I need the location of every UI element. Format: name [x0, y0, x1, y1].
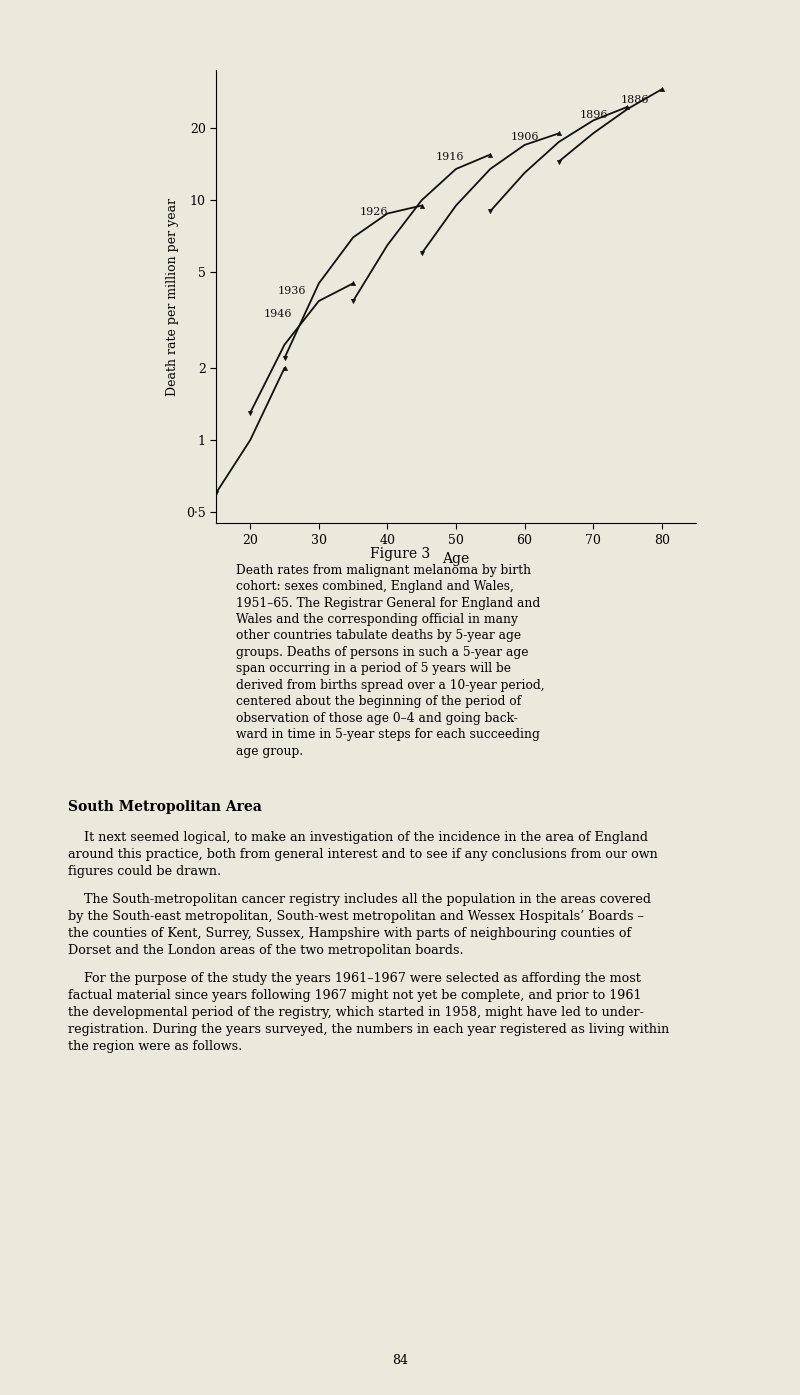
- Text: 84: 84: [392, 1355, 408, 1367]
- Text: observation of those age 0–4 and going back-: observation of those age 0–4 and going b…: [236, 711, 518, 725]
- Text: the region were as follows.: the region were as follows.: [68, 1041, 242, 1053]
- Text: 1906: 1906: [511, 133, 539, 142]
- Text: 1951–65. The Registrar General for England and: 1951–65. The Registrar General for Engla…: [236, 597, 540, 610]
- Text: centered about the beginning of the period of: centered about the beginning of the peri…: [236, 695, 521, 709]
- Text: 1946: 1946: [264, 308, 293, 319]
- Text: South Metropolitan Area: South Metropolitan Area: [68, 801, 262, 815]
- Text: For the purpose of the study the years 1961–1967 were selected as affording the : For the purpose of the study the years 1…: [68, 972, 641, 985]
- Text: groups. Deaths of persons in such a 5-year age: groups. Deaths of persons in such a 5-ye…: [236, 646, 529, 658]
- Text: ward in time in 5-year steps for each succeeding: ward in time in 5-year steps for each su…: [236, 728, 540, 741]
- Text: the counties of Kent, Surrey, Sussex, Hampshire with parts of neighbouring count: the counties of Kent, Surrey, Sussex, Ha…: [68, 928, 631, 940]
- Text: 1916: 1916: [435, 152, 464, 162]
- Text: It next seemed logical, to make an investigation of the incidence in the area of: It next seemed logical, to make an inves…: [68, 831, 648, 844]
- Text: by the South-east metropolitan, South-west metropolitan and Wessex Hospitals’ Bo: by the South-east metropolitan, South-we…: [68, 910, 644, 923]
- Text: Death rates from malignant melanoma by birth: Death rates from malignant melanoma by b…: [236, 564, 531, 576]
- Text: other countries tabulate deaths by 5-year age: other countries tabulate deaths by 5-yea…: [236, 629, 521, 643]
- Text: Dorset and the London areas of the two metropolitan boards.: Dorset and the London areas of the two m…: [68, 944, 464, 957]
- Text: Figure 3: Figure 3: [370, 547, 430, 561]
- Text: cohort: sexes combined, England and Wales,: cohort: sexes combined, England and Wale…: [236, 580, 514, 593]
- Text: 1896: 1896: [579, 110, 608, 120]
- Text: figures could be drawn.: figures could be drawn.: [68, 865, 221, 877]
- Text: span occurring in a period of 5 years will be: span occurring in a period of 5 years wi…: [236, 663, 511, 675]
- Text: around this practice, both from general interest and to see if any conclusions f: around this practice, both from general …: [68, 848, 658, 861]
- Text: 1936: 1936: [278, 286, 306, 296]
- Text: The South-metropolitan cancer registry includes all the population in the areas : The South-metropolitan cancer registry i…: [68, 893, 651, 907]
- Text: 1886: 1886: [621, 95, 649, 105]
- Text: derived from births spread over a 10-year period,: derived from births spread over a 10-yea…: [236, 679, 545, 692]
- X-axis label: Age: Age: [442, 552, 470, 566]
- Text: factual material since years following 1967 might not yet be complete, and prior: factual material since years following 1…: [68, 989, 642, 1003]
- Text: 1926: 1926: [360, 206, 389, 218]
- Text: age group.: age group.: [236, 745, 303, 757]
- Text: the developmental period of the registry, which started in 1958, might have led : the developmental period of the registry…: [68, 1006, 644, 1020]
- Text: registration. During the years surveyed, the numbers in each year registered as : registration. During the years surveyed,…: [68, 1024, 670, 1036]
- Y-axis label: Death rate per million per year: Death rate per million per year: [166, 197, 179, 396]
- Text: Wales and the corresponding official in many: Wales and the corresponding official in …: [236, 612, 518, 626]
